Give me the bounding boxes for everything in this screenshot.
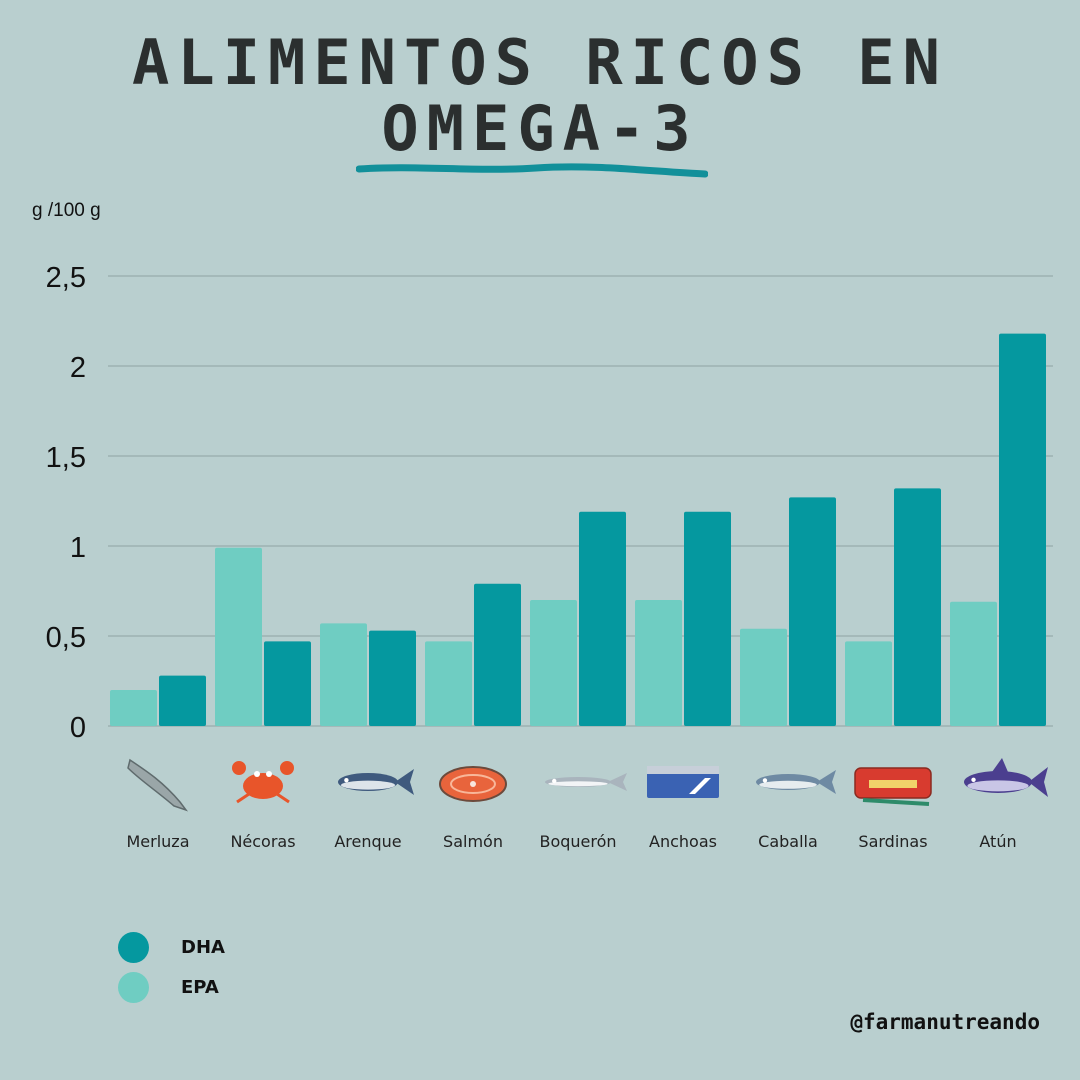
legend-label: EPA	[181, 977, 219, 998]
bar-epa-arenque	[320, 623, 367, 726]
category-label: Merluza	[126, 832, 189, 851]
bar-epa-atún	[950, 601, 997, 726]
bar-epa-sardinas	[845, 641, 892, 726]
bar-chart: 0 0,5 1 1,5 2 2,5 Merluza Nécoras Arenque Salmón B…	[46, 262, 1053, 851]
category-label: Boquerón	[539, 832, 616, 851]
legend-item-dha: DHA	[118, 932, 225, 963]
bar-dha-atún	[999, 333, 1046, 726]
legend-item-epa: EPA	[118, 972, 219, 1003]
title-line-2: OMEGA-3	[381, 92, 699, 165]
bar-dha-caballa	[789, 497, 836, 726]
bar-epa-caballa	[740, 628, 787, 726]
bar-dha-sardinas	[894, 488, 941, 726]
bar-epa-salmón	[425, 641, 472, 726]
category-label: Anchoas	[649, 832, 717, 851]
bar-dha-arenque	[369, 630, 416, 726]
bar-epa-boquerón	[530, 600, 577, 726]
bar-dha-boquerón	[579, 511, 626, 726]
hake-icon	[127, 758, 189, 812]
y-tick-label: 2,5	[46, 262, 86, 294]
category-label: Caballa	[758, 832, 818, 851]
y-tick-label: 2	[70, 352, 86, 384]
sardine-can-icon	[854, 767, 932, 806]
salmon-steak-icon	[439, 766, 507, 802]
tuna-icon	[964, 758, 1048, 797]
category-label: Atún	[979, 832, 1016, 851]
bar-dha-merluza	[159, 675, 206, 726]
title-underline	[356, 163, 708, 178]
bar-dha-salmón	[474, 583, 521, 726]
author-handle: @farmanutreando	[850, 1010, 1040, 1034]
unit-label: g /100 g	[32, 200, 101, 221]
category-label: Nécoras	[230, 832, 295, 851]
category-label: Arenque	[334, 832, 401, 851]
y-tick-label: 0	[70, 712, 86, 744]
bar-dha-nécoras	[264, 641, 311, 726]
bar-epa-nécoras	[215, 547, 262, 726]
legend-swatch	[118, 972, 149, 1003]
legend-label: DHA	[181, 937, 225, 958]
category-label: Salmón	[443, 832, 503, 851]
legend-swatch	[118, 932, 149, 963]
bar-epa-merluza	[110, 690, 157, 726]
y-tick-label: 0,5	[46, 622, 86, 654]
anchovy-icon	[545, 773, 627, 791]
title-line-1: ALIMENTOS RICOS EN	[132, 26, 948, 99]
anchovy-tin-icon	[647, 766, 719, 798]
y-tick-label: 1,5	[46, 442, 86, 474]
bar-epa-anchoas	[635, 600, 682, 726]
bar-dha-anchoas	[684, 511, 731, 726]
category-label: Sardinas	[858, 832, 927, 851]
crab-icon	[232, 761, 294, 804]
mackerel-icon	[756, 770, 836, 794]
y-tick-label: 1	[70, 532, 86, 564]
herring-icon	[338, 769, 414, 795]
